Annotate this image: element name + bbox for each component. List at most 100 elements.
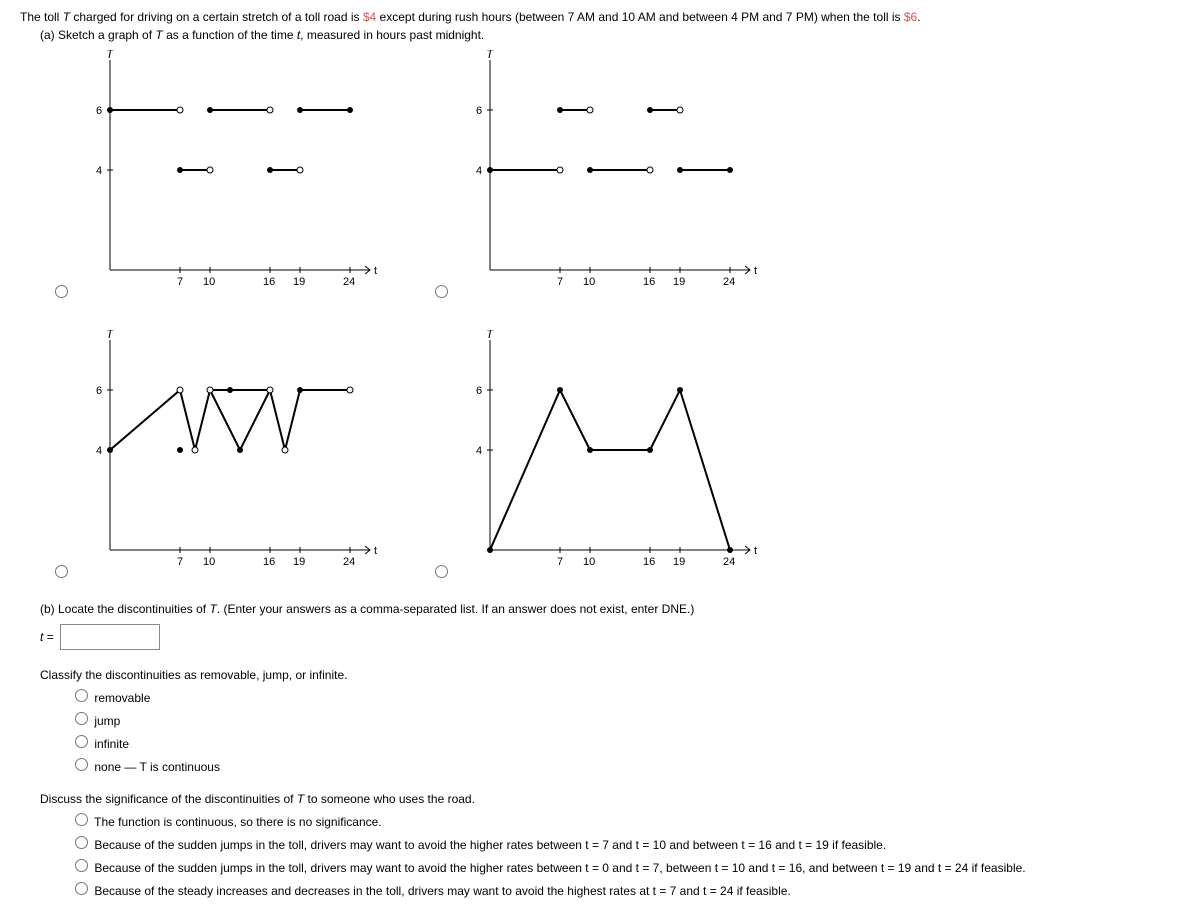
svg-text:19: 19 xyxy=(673,556,685,568)
classify-prompt: Classify the discontinuities as removabl… xyxy=(40,668,1180,682)
classify-option[interactable]: none — T is continuous xyxy=(70,755,1180,774)
price-2: $6 xyxy=(904,10,917,24)
svg-text:T: T xyxy=(106,330,115,341)
text: (b) Locate the discontinuities of xyxy=(40,602,209,616)
svg-text:4: 4 xyxy=(476,445,482,457)
discontinuity-input[interactable] xyxy=(60,624,160,650)
discuss-options: The function is continuous, so there is … xyxy=(70,810,1180,898)
svg-text:6: 6 xyxy=(96,105,102,117)
svg-text:T: T xyxy=(486,50,495,61)
radio-discuss-2[interactable] xyxy=(75,859,88,872)
discuss-section: Discuss the significance of the disconti… xyxy=(40,792,1180,898)
svg-text:19: 19 xyxy=(293,556,305,568)
option-label: Because of the sudden jumps in the toll,… xyxy=(94,861,1025,875)
svg-text:10: 10 xyxy=(583,556,595,568)
classify-option[interactable]: removable xyxy=(70,686,1180,705)
svg-text:t: t xyxy=(374,545,377,557)
classify-section: Classify the discontinuities as removabl… xyxy=(40,668,1180,774)
option-label: removable xyxy=(94,691,150,705)
option-label: infinite xyxy=(94,737,129,751)
input-label: t = xyxy=(40,630,54,644)
svg-text:16: 16 xyxy=(263,556,275,568)
var-T: T xyxy=(155,28,162,42)
text: . xyxy=(917,10,920,24)
radio-graph-c[interactable] xyxy=(55,565,68,578)
svg-text:t: t xyxy=(754,545,757,557)
text: except during rush hours (between 7 AM a… xyxy=(376,10,904,24)
discuss-option[interactable]: The function is continuous, so there is … xyxy=(70,810,1180,829)
text: Discuss the significance of the disconti… xyxy=(40,792,297,806)
graph-a-svg: t T 4 6 7 10 16 19 24 xyxy=(80,50,380,310)
svg-text:16: 16 xyxy=(643,276,655,288)
svg-text:16: 16 xyxy=(643,556,655,568)
radio-classify-0[interactable] xyxy=(75,689,88,702)
graph-d-svg: t T 4 6 7 10 16 19 24 xyxy=(460,330,760,590)
radio-graph-a[interactable] xyxy=(55,285,68,298)
svg-text:T: T xyxy=(106,50,115,61)
radio-discuss-0[interactable] xyxy=(75,813,88,826)
radio-classify-3[interactable] xyxy=(75,758,88,771)
graph-b-svg: t T 4 6 7 10 16 19 24 xyxy=(460,50,760,310)
classify-option[interactable]: infinite xyxy=(70,732,1180,751)
option-label: jump xyxy=(94,714,120,728)
radio-graph-d[interactable] xyxy=(435,565,448,578)
svg-text:10: 10 xyxy=(583,276,595,288)
text: (a) Sketch a graph of xyxy=(40,28,155,42)
discuss-prompt: Discuss the significance of the disconti… xyxy=(40,792,1180,806)
svg-text:19: 19 xyxy=(673,276,685,288)
graph-option-b[interactable]: t T 4 6 7 10 16 19 24 xyxy=(460,50,820,310)
svg-text:T: T xyxy=(486,330,495,341)
text: charged for driving on a certain stretch… xyxy=(70,10,363,24)
svg-text:6: 6 xyxy=(476,385,482,397)
text: as a function of the time xyxy=(163,28,297,42)
graph-choices: t T 4 6 7 10 16 19 24 xyxy=(80,50,1180,590)
svg-text:4: 4 xyxy=(96,445,102,457)
radio-graph-b[interactable] xyxy=(435,285,448,298)
svg-text:t: t xyxy=(374,265,377,277)
radio-discuss-3[interactable] xyxy=(75,882,88,895)
svg-text:19: 19 xyxy=(293,276,305,288)
svg-text:24: 24 xyxy=(343,556,355,568)
svg-text:10: 10 xyxy=(203,556,215,568)
radio-classify-2[interactable] xyxy=(75,735,88,748)
graph-option-a[interactable]: t T 4 6 7 10 16 19 24 xyxy=(80,50,440,310)
part-a-prompt: (a) Sketch a graph of T as a function of… xyxy=(40,28,1180,42)
svg-text:7: 7 xyxy=(557,276,563,288)
graph-option-d[interactable]: t T 4 6 7 10 16 19 24 xyxy=(460,330,820,590)
svg-text:t: t xyxy=(754,265,757,277)
problem-statement: The toll T charged for driving on a cert… xyxy=(20,10,1180,24)
graph-option-c[interactable]: t T 4 6 7 10 16 19 24 xyxy=(80,330,440,590)
part-b: (b) Locate the discontinuities of T. (En… xyxy=(40,602,1180,650)
var-T: T xyxy=(63,10,70,24)
option-label: Because of the steady increases and decr… xyxy=(94,884,790,898)
discuss-option[interactable]: Because of the steady increases and decr… xyxy=(70,879,1180,898)
option-label: The function is continuous, so there is … xyxy=(94,815,382,829)
discuss-option[interactable]: Because of the sudden jumps in the toll,… xyxy=(70,856,1180,875)
svg-text:6: 6 xyxy=(476,105,482,117)
svg-text:4: 4 xyxy=(96,165,102,177)
svg-text:24: 24 xyxy=(723,556,735,568)
text: to someone who uses the road. xyxy=(304,792,475,806)
price-1: $4 xyxy=(363,10,376,24)
text: , measured in hours past midnight. xyxy=(300,28,484,42)
option-label: Because of the sudden jumps in the toll,… xyxy=(94,838,886,852)
option-label: none — T is continuous xyxy=(94,760,220,774)
svg-text:7: 7 xyxy=(557,556,563,568)
radio-discuss-1[interactable] xyxy=(75,836,88,849)
svg-text:7: 7 xyxy=(177,556,183,568)
text: The toll xyxy=(20,10,63,24)
svg-text:16: 16 xyxy=(263,276,275,288)
classify-option[interactable]: jump xyxy=(70,709,1180,728)
svg-text:10: 10 xyxy=(203,276,215,288)
var-T: T xyxy=(209,602,216,616)
classify-options: removable jump infinite none — T is cont… xyxy=(70,686,1180,774)
radio-classify-1[interactable] xyxy=(75,712,88,725)
svg-text:7: 7 xyxy=(177,276,183,288)
svg-text:6: 6 xyxy=(96,385,102,397)
svg-text:24: 24 xyxy=(343,276,355,288)
discuss-option[interactable]: Because of the sudden jumps in the toll,… xyxy=(70,833,1180,852)
graph-c-svg: t T 4 6 7 10 16 19 24 xyxy=(80,330,380,590)
text: . (Enter your answers as a comma-separat… xyxy=(217,602,695,616)
svg-text:24: 24 xyxy=(723,276,735,288)
svg-text:4: 4 xyxy=(476,165,482,177)
